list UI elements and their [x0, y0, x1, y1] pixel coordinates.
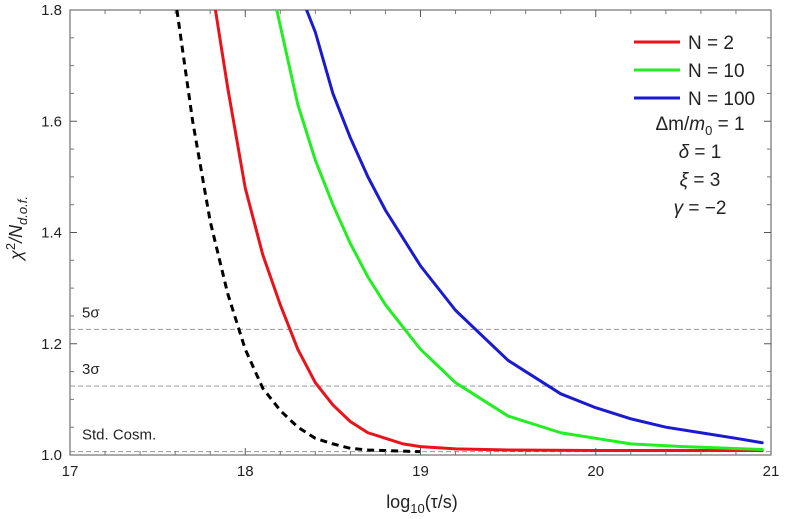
legend-label: N = 2 [688, 33, 734, 54]
parameter-line: γ = −2 [674, 198, 727, 219]
x-tick-label: 17 [62, 463, 79, 480]
x-tick-label: 20 [587, 463, 604, 480]
y-tick-label: 1.4 [41, 225, 62, 242]
legend-label: N = 100 [688, 89, 755, 110]
parameter-line: δ = 1 [679, 142, 722, 163]
x-tick-label: 19 [412, 463, 429, 480]
x-axis-label: log10(τ/s) [386, 492, 458, 516]
legend: N = 2 N = 10 N = 100 [634, 33, 755, 110]
y-tick-label: 1.2 [41, 336, 62, 353]
reference-lines: 5σ 3σ Std. Cosm. [70, 304, 771, 453]
plot-frame [69, 9, 772, 456]
series-line-3 [305, 10, 764, 445]
series-layer [175, 10, 764, 454]
y-tick-label: 1.0 [41, 447, 62, 464]
x-tick-label: 18 [237, 463, 254, 480]
series-line-std-cosm [175, 10, 421, 454]
reference-line-label: 3σ [82, 361, 100, 378]
reference-line-label: Std. Cosm. [82, 427, 156, 444]
x-tick-label: 21 [763, 463, 780, 480]
y-tick-label: 1.6 [41, 113, 62, 130]
series-line-1 [213, 10, 764, 453]
series-line-2 [275, 10, 764, 451]
reference-line-label: 5σ [82, 304, 100, 321]
axis-ticks: 17 18 19 20 21 1.0 1.2 1.4 1.6 1.8 [41, 2, 779, 480]
parameter-line: Δm/m0 = 1 [655, 114, 744, 138]
parameter-line: ξ = 3 [680, 170, 721, 191]
y-tick-label: 1.8 [41, 2, 62, 19]
y-axis-label: χ2/Nd.o.f. [3, 196, 30, 262]
plot-area-border [69, 9, 772, 456]
legend-label: N = 10 [688, 61, 745, 82]
parameter-box: Δm/m0 = 1 δ = 1 ξ = 3 γ = −2 [655, 114, 744, 219]
